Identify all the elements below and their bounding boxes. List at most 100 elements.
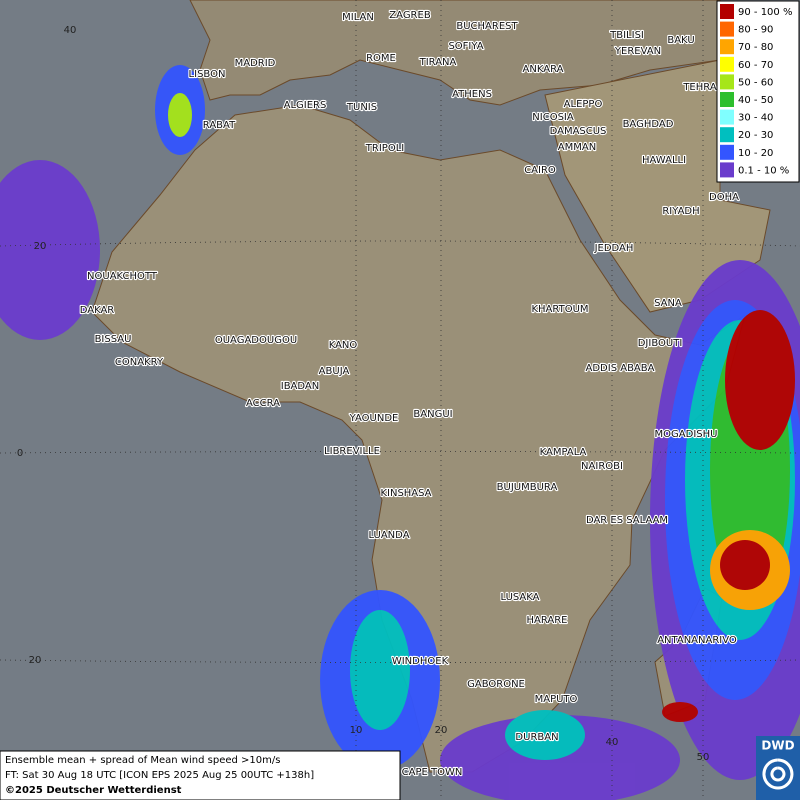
- city-label: TRIPOLI: [365, 143, 404, 154]
- grid-line: [0, 659, 800, 663]
- legend-label: 0.1 - 10 %: [738, 165, 789, 176]
- city-label: RABAT: [203, 120, 236, 131]
- city-label: SANA: [654, 298, 682, 309]
- city-label: DURBAN: [515, 732, 558, 743]
- legend-swatch: [720, 127, 734, 143]
- wind-area: [0, 160, 100, 340]
- city-label: MILAN: [342, 12, 374, 23]
- city-label: ALEPPO: [564, 99, 603, 110]
- wind-area: [725, 310, 795, 450]
- legend-swatch: [720, 21, 734, 37]
- city-label: ACCRA: [246, 398, 280, 409]
- city-label: RIYADH: [662, 206, 699, 217]
- wind-area: [350, 610, 410, 730]
- legend-label: 70 - 80: [738, 42, 773, 53]
- city-label: ATHENS: [452, 89, 492, 100]
- logo-icon: [762, 758, 794, 790]
- city-label: SOFIYA: [448, 41, 483, 52]
- city-label: HARARE: [526, 615, 567, 626]
- grid-label: 20: [435, 725, 448, 736]
- grid-label: 20: [29, 655, 42, 666]
- footer-line: ©2025 Deutscher Wetterdienst: [5, 785, 182, 796]
- city-label: ADDIS ABABA: [586, 363, 655, 374]
- city-label: KANO: [329, 340, 358, 351]
- grid-label: 50: [697, 752, 710, 763]
- wind-area: [720, 540, 770, 590]
- land-europe: [189, 0, 721, 106]
- city-label: ANTANANARIVO: [657, 635, 737, 646]
- wind-area: [168, 93, 192, 137]
- legend-label: 30 - 40: [738, 113, 773, 124]
- city-label: NICOSIA: [532, 112, 574, 123]
- legend-swatch: [720, 162, 734, 178]
- city-label: NAIROBI: [581, 461, 623, 472]
- footer-line: Ensemble mean + spread of Mean wind spee…: [5, 755, 280, 766]
- city-label: MADRID: [235, 58, 276, 69]
- city-label: CONAKRY: [115, 357, 164, 368]
- wind-areas: [0, 65, 800, 800]
- city-label: ABUJA: [319, 366, 350, 377]
- legend-label: 80 - 90: [738, 25, 773, 36]
- legend-label: 60 - 70: [738, 60, 773, 71]
- grid-label: 40: [606, 737, 619, 748]
- legend-label: 10 - 20: [738, 148, 773, 159]
- city-label: ROME: [366, 53, 396, 64]
- grid-line: [0, 240, 800, 247]
- city-label: LUSAKA: [501, 592, 540, 603]
- city-label: KHARTOUM: [531, 304, 588, 315]
- grid-label: 0: [17, 448, 23, 459]
- grid-label: 10: [350, 725, 363, 736]
- city-label: JEDDAH: [594, 243, 634, 254]
- city-label: ZAGREB: [389, 10, 431, 21]
- land-africa: [91, 104, 746, 773]
- city-label: AMMAN: [558, 142, 596, 153]
- logo-text: DWD: [761, 739, 794, 753]
- city-label: WINDHOEK: [392, 656, 449, 667]
- city-label: DAKAR: [80, 305, 115, 316]
- city-label: BISSAU: [95, 334, 132, 345]
- legend-swatch: [720, 144, 734, 160]
- city-label: DAMASCUS: [550, 126, 607, 137]
- city-label: MOGADISHU: [655, 429, 718, 440]
- city-label: BUCHAREST: [456, 21, 518, 32]
- city-label: ALGIERS: [284, 100, 327, 111]
- city-label: YEREVAN: [614, 46, 661, 57]
- city-label: ANKARA: [523, 64, 564, 75]
- city-label: DAR ES SALAAM: [586, 515, 668, 526]
- city-label: DJIBOUTI: [638, 338, 683, 349]
- grid-line: [0, 451, 800, 454]
- city-label: KAMPALA: [540, 447, 587, 458]
- city-labels: MILAN ZAGREB BUCHAREST SOFIYA ROME TIRANA MADR…: [79, 9, 741, 779]
- legend-swatch: [720, 39, 734, 55]
- city-label: LISBON: [189, 69, 226, 80]
- legend-label: 20 - 30: [738, 130, 773, 141]
- wind-area: [505, 710, 585, 760]
- city-label: OUAGADOUGOU: [215, 335, 297, 346]
- grid-label: 20: [34, 241, 47, 252]
- city-label: NOUAKCHOTT: [87, 271, 158, 282]
- city-label: TBILISI: [609, 30, 644, 41]
- legend-swatch: [720, 4, 734, 19]
- city-label: TUNIS: [346, 102, 377, 113]
- legend-swatch: [720, 56, 734, 72]
- legend-label: 90 - 100 %: [738, 7, 792, 18]
- legend-swatch: [720, 92, 734, 107]
- wind-area: [662, 702, 698, 722]
- city-label: CAPE TOWN: [402, 767, 463, 778]
- legend-swatch: [720, 109, 734, 125]
- city-label: TIRANA: [419, 57, 457, 68]
- city-label: IBADAN: [281, 381, 320, 392]
- city-label: HAWALLI: [642, 155, 686, 166]
- city-label: GABORONE: [467, 679, 525, 690]
- city-label: CAIRO: [524, 165, 556, 176]
- city-label: BAGHDAD: [623, 119, 674, 130]
- city-label: TEHRA: [682, 82, 716, 93]
- city-label: LIBREVILLE: [324, 446, 380, 457]
- legend-label: 40 - 50: [738, 95, 773, 106]
- city-label: BAKU: [667, 35, 694, 46]
- legend: 90 - 100 % 80 - 90 70 - 80 60 - 70 50 - 60 40…: [716, 0, 800, 183]
- city-label: KINSHASA: [380, 488, 431, 499]
- footer-box: [0, 750, 401, 800]
